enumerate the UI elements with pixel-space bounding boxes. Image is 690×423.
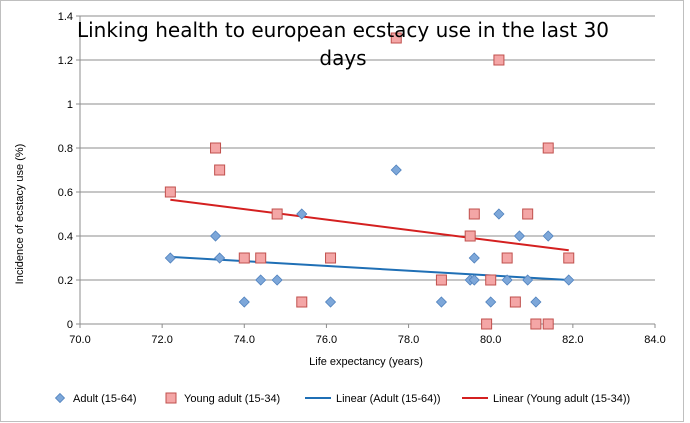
point-young-adult bbox=[210, 142, 222, 154]
trendlines bbox=[170, 198, 569, 281]
point-young-adult bbox=[481, 318, 493, 330]
point-adult bbox=[296, 208, 308, 220]
point-young-adult bbox=[325, 252, 337, 264]
point-young-adult bbox=[530, 318, 542, 330]
point-adult bbox=[255, 274, 267, 286]
point-adult bbox=[164, 252, 176, 264]
point-adult bbox=[468, 274, 480, 286]
x-tick-label: 76.0 bbox=[316, 334, 337, 346]
y-tick-label: 0.2 bbox=[58, 275, 73, 287]
point-young-adult bbox=[271, 208, 283, 220]
point-adult bbox=[501, 274, 513, 286]
point-adult bbox=[214, 252, 226, 264]
point-adult bbox=[390, 164, 402, 176]
legend-label-3: Linear (Young adult (15-34)) bbox=[493, 393, 630, 405]
trendline-2 bbox=[170, 255, 569, 281]
y-axis-label: Incidence of ecstacy use (%) bbox=[14, 144, 26, 285]
legend-swatch-1 bbox=[165, 392, 177, 404]
point-adult bbox=[324, 296, 337, 308]
point-young-adult bbox=[509, 296, 521, 308]
trendline-3 bbox=[170, 198, 569, 252]
x-tick-labels: 70.0 72.0 74.0 76.0 78.0 80.0 82.0 84.0 bbox=[69, 334, 665, 346]
point-young-adult bbox=[164, 186, 176, 198]
y-tick-label: 1.4 bbox=[58, 11, 73, 23]
y-tick-label: 0.6 bbox=[58, 187, 73, 199]
point-young-adult bbox=[464, 230, 476, 242]
point-adult bbox=[271, 274, 283, 286]
data-points bbox=[164, 32, 575, 330]
x-tick-label: 72.0 bbox=[151, 334, 172, 346]
point-adult bbox=[209, 230, 222, 242]
point-adult bbox=[522, 274, 534, 286]
point-adult bbox=[485, 296, 497, 308]
point-young-adult bbox=[485, 274, 497, 286]
point-adult bbox=[513, 230, 526, 242]
point-young-adult bbox=[390, 32, 402, 44]
point-young-adult bbox=[214, 164, 226, 176]
point-adult bbox=[238, 296, 250, 308]
point-young-adult bbox=[522, 208, 534, 220]
legend-label-2: Linear (Adult (15-64)) bbox=[336, 393, 441, 405]
x-tick-label: 80.0 bbox=[480, 334, 501, 346]
point-young-adult bbox=[468, 208, 480, 220]
y-tick-labels: 0 0.2 0.4 0.6 0.8 1 1.2 1.4 bbox=[58, 11, 73, 331]
y-tick-label: 0.4 bbox=[58, 231, 73, 243]
point-young-adult bbox=[435, 274, 447, 286]
legend-label-1: Young adult (15-34) bbox=[184, 393, 280, 405]
y-tick-label: 1.2 bbox=[58, 55, 73, 67]
y-tick-label: 0 bbox=[67, 319, 73, 331]
legend: Adult (15-64) Young adult (15-34) Linear (… bbox=[54, 392, 630, 405]
point-young-adult bbox=[493, 54, 505, 66]
point-young-adult bbox=[238, 252, 250, 264]
chart-title-line-2: days bbox=[319, 46, 366, 70]
point-young-adult bbox=[542, 142, 554, 154]
x-axis-label: Life expectancy (years) bbox=[309, 356, 423, 368]
point-adult bbox=[435, 296, 447, 308]
point-young-adult bbox=[255, 252, 267, 264]
x-tick-label: 74.0 bbox=[234, 334, 255, 346]
point-adult bbox=[468, 252, 480, 264]
point-young-adult bbox=[296, 296, 308, 308]
x-tick-label: 78.0 bbox=[398, 334, 419, 346]
point-adult bbox=[493, 208, 505, 220]
legend-swatch-0 bbox=[54, 392, 66, 404]
point-young-adult bbox=[542, 318, 554, 330]
legend-label-0: Adult (15-64) bbox=[73, 393, 137, 405]
y-tick-label: 1 bbox=[67, 99, 73, 111]
point-young-adult bbox=[501, 252, 513, 264]
y-tick-label: 0.8 bbox=[58, 143, 73, 155]
point-adult bbox=[563, 274, 575, 286]
chart-title-line-1: Linking health to european ecstacy use i… bbox=[77, 18, 609, 42]
point-young-adult bbox=[563, 252, 575, 264]
x-tick-label: 70.0 bbox=[69, 334, 90, 346]
x-tick-label: 84.0 bbox=[644, 334, 665, 346]
point-adult bbox=[530, 296, 542, 308]
x-tick-label: 82.0 bbox=[562, 334, 583, 346]
point-adult bbox=[542, 230, 554, 242]
